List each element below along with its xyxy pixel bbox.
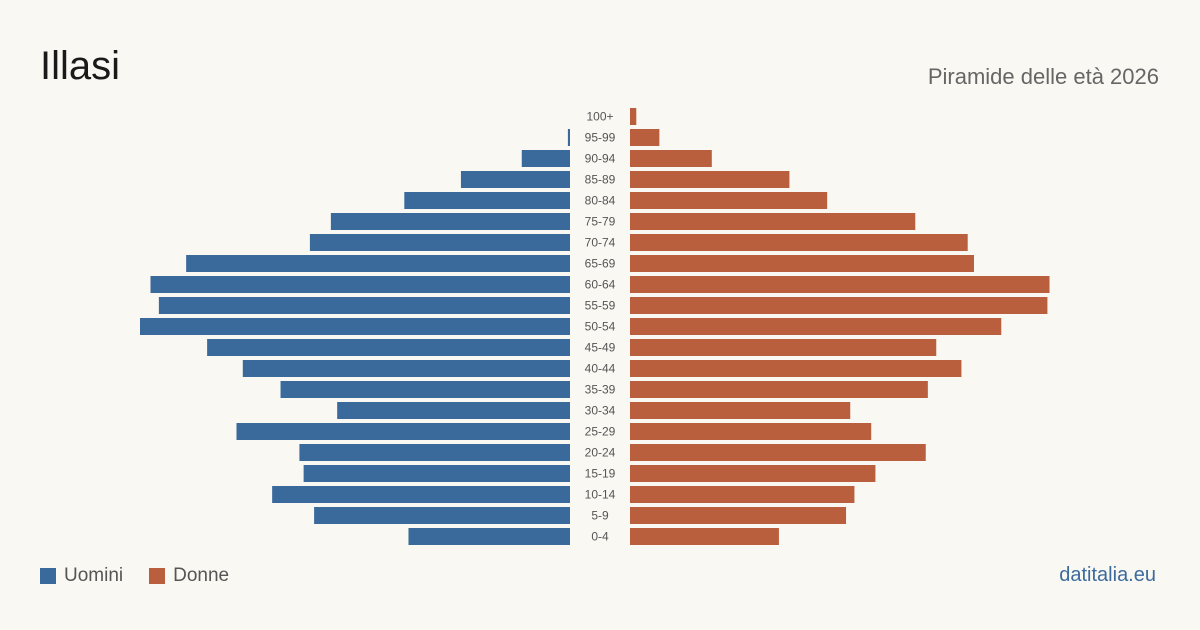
bar-men-5-9 [314, 507, 570, 524]
bar-women-70-74 [630, 234, 968, 251]
age-label-5-9: 5-9 [591, 509, 609, 523]
bar-men-45-49 [207, 339, 570, 356]
age-label-90-94: 90-94 [585, 152, 616, 166]
bar-men-55-59 [158, 297, 570, 314]
legend-label-women: Donne [173, 565, 230, 586]
bar-women-75-79 [630, 213, 916, 230]
age-label-70-74: 70-74 [585, 236, 616, 250]
age-label-60-64: 60-64 [585, 278, 616, 292]
age-label-85-89: 85-89 [585, 173, 616, 187]
chart-title: Illasi [40, 44, 121, 88]
bar-men-25-29 [236, 423, 571, 440]
age-label-80-84: 80-84 [585, 194, 616, 208]
age-label-35-39: 35-39 [585, 383, 616, 397]
age-label-10-14: 10-14 [585, 488, 616, 502]
bar-men-65-69 [186, 255, 570, 272]
bar-men-95-99 [567, 129, 570, 146]
age-label-65-69: 65-69 [585, 257, 616, 271]
bar-men-80-84 [404, 192, 570, 209]
bar-women-85-89 [630, 171, 790, 188]
legend-swatch-women [149, 568, 166, 584]
legend-label-men: Uomini [64, 565, 124, 586]
source-link[interactable]: datitalia.eu [1059, 564, 1156, 586]
bar-women-60-64 [630, 276, 1050, 293]
bar-women-65-69 [630, 255, 974, 272]
bar-women-0-4 [630, 528, 779, 545]
bar-men-35-39 [280, 381, 570, 398]
bar-men-10-14 [272, 486, 570, 503]
age-label-20-24: 20-24 [585, 446, 616, 460]
legend-item-women: Donne [149, 565, 229, 587]
age-label-25-29: 25-29 [585, 425, 616, 439]
population-pyramid-chart: 100+ 95-99 90-94 85-89 80-84 75-79 70-74 65-69 6… [140, 108, 1050, 545]
age-label-30-34: 30-34 [585, 404, 616, 418]
bar-men-30-34 [337, 402, 570, 419]
bar-women-5-9 [630, 507, 847, 524]
bar-men-50-54 [140, 318, 570, 335]
chart-subtitle: Piramide delle età 2026 [927, 64, 1159, 89]
age-label-50-54: 50-54 [585, 320, 616, 334]
age-label-45-49: 45-49 [585, 341, 616, 355]
bar-women-35-39 [630, 381, 928, 398]
bar-women-50-54 [630, 318, 1002, 335]
bar-women-55-59 [630, 297, 1048, 314]
bar-women-45-49 [630, 339, 937, 356]
age-label-100plus: 100+ [586, 110, 613, 124]
bar-women-10-14 [630, 486, 855, 503]
age-label-0-4: 0-4 [591, 530, 609, 544]
bar-men-15-19 [303, 465, 570, 482]
bar-men-40-44 [242, 360, 570, 377]
bar-men-20-24 [299, 444, 570, 461]
bar-men-85-89 [460, 171, 570, 188]
bar-men-70-74 [309, 234, 570, 251]
bar-women-40-44 [630, 360, 962, 377]
bar-women-30-34 [630, 402, 851, 419]
bar-women-80-84 [630, 192, 828, 209]
age-label-15-19: 15-19 [585, 467, 616, 481]
bar-women-25-29 [630, 423, 872, 440]
bar-women-20-24 [630, 444, 926, 461]
bar-women-100plus [630, 108, 637, 125]
bar-men-75-79 [330, 213, 570, 230]
age-label-75-79: 75-79 [585, 215, 616, 229]
age-label-55-59: 55-59 [585, 299, 616, 313]
chart-legend: Uomini Donne [40, 565, 255, 587]
bar-men-90-94 [521, 150, 570, 167]
legend-swatch-men [40, 568, 56, 584]
bar-women-90-94 [630, 150, 712, 167]
bar-men-60-64 [150, 276, 571, 293]
age-label-40-44: 40-44 [585, 362, 616, 376]
legend-item-men: Uomini [40, 565, 123, 587]
age-label-95-99: 95-99 [585, 131, 616, 145]
bar-women-95-99 [630, 129, 660, 146]
bar-women-15-19 [630, 465, 876, 482]
bar-men-0-4 [408, 528, 570, 545]
